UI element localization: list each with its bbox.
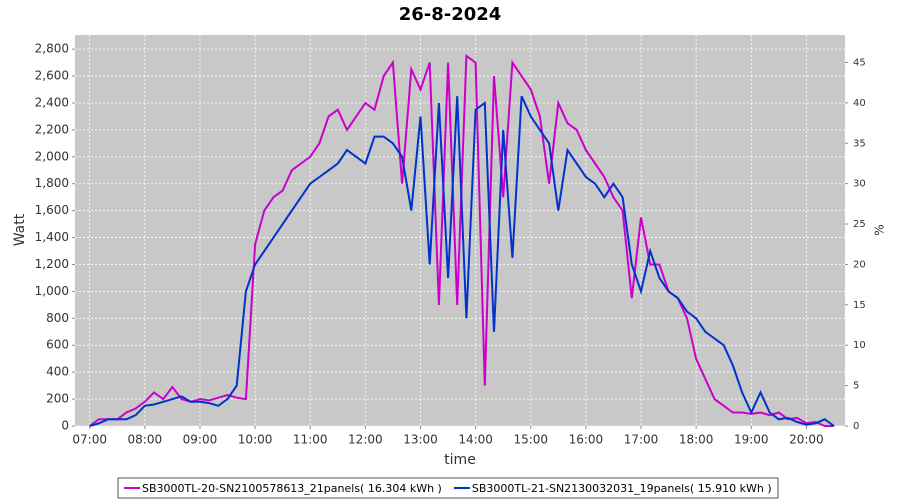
y2-tick-label: 25	[853, 219, 866, 230]
x-tick-label: 11:00	[293, 433, 328, 447]
y2-tick-label: 5	[853, 381, 859, 392]
y-tick-label: 2,200	[35, 122, 69, 136]
x-tick-label: 12:00	[348, 433, 383, 447]
legend	[117, 477, 779, 499]
y-tick-label: 800	[46, 311, 69, 325]
y-tick-label: 1,800	[35, 176, 69, 190]
x-tick-label: 17:00	[624, 433, 659, 447]
y2-tick-label: 45	[853, 57, 866, 68]
y-tick-label: 1,200	[35, 257, 69, 271]
x-tick-label: 07:00	[72, 433, 107, 447]
y-tick-label: 600	[46, 338, 69, 352]
x-tick-label: 13:00	[403, 433, 438, 447]
legend-label: SB3000TL-21-SN2130032031_19panels( 15.91…	[472, 482, 772, 495]
series-line	[89, 53, 834, 427]
y2-tick-label: 0	[853, 421, 859, 432]
y2-tick-label: 30	[853, 179, 866, 190]
y-tick-label: 200	[46, 392, 69, 406]
y-axis-label: Watt	[12, 213, 28, 246]
y-tick-label: 2,800	[35, 42, 69, 56]
x-tick-label: 15:00	[513, 433, 548, 447]
y-tick-label: 0	[61, 419, 69, 433]
y-tick-label: 2,000	[35, 149, 69, 163]
x-tick-label: 14:00	[458, 433, 493, 447]
x-tick-label: 10:00	[238, 433, 273, 447]
x-tick-label: 18:00	[679, 433, 714, 447]
y2-tick-label: 15	[853, 300, 866, 311]
y2-tick-label: 40	[853, 98, 866, 109]
x-tick-label: 08:00	[128, 433, 163, 447]
y-tick-label: 1,600	[35, 203, 69, 217]
y2-tick-label: 10	[853, 340, 866, 351]
y-tick-label: 2,600	[35, 69, 69, 83]
y-tick-label: 1,400	[35, 230, 69, 244]
chart-title: 26-8-2024	[399, 4, 502, 25]
y2-tick-label: 35	[853, 138, 866, 149]
y-tick-label: 400	[46, 365, 69, 379]
series-line	[89, 95, 835, 427]
y-tick-label: 2,400	[35, 95, 69, 109]
y2-tick-label: 20	[853, 259, 866, 270]
x-tick-label: 19:00	[734, 433, 769, 447]
legend-label: SB3000TL-20-SN2100578613_21panels( 16.30…	[142, 482, 442, 495]
y-tick-label: 1,000	[35, 284, 69, 298]
x-tick-label: 20:00	[789, 433, 824, 447]
y2-axis-label: %	[873, 224, 887, 235]
x-axis-label: time	[444, 452, 476, 468]
x-tick-label: 16:00	[569, 433, 604, 447]
x-tick-label: 09:00	[183, 433, 218, 447]
